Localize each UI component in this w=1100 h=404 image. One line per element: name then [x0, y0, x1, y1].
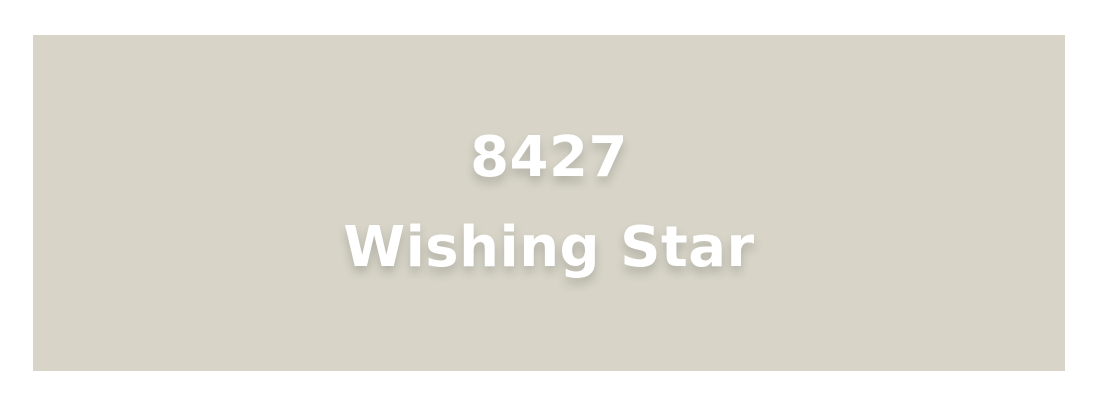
color-swatch: 8427 Wishing Star	[33, 35, 1065, 371]
swatch-code: 8427	[470, 125, 628, 191]
swatch-name: Wishing Star	[343, 215, 755, 280]
